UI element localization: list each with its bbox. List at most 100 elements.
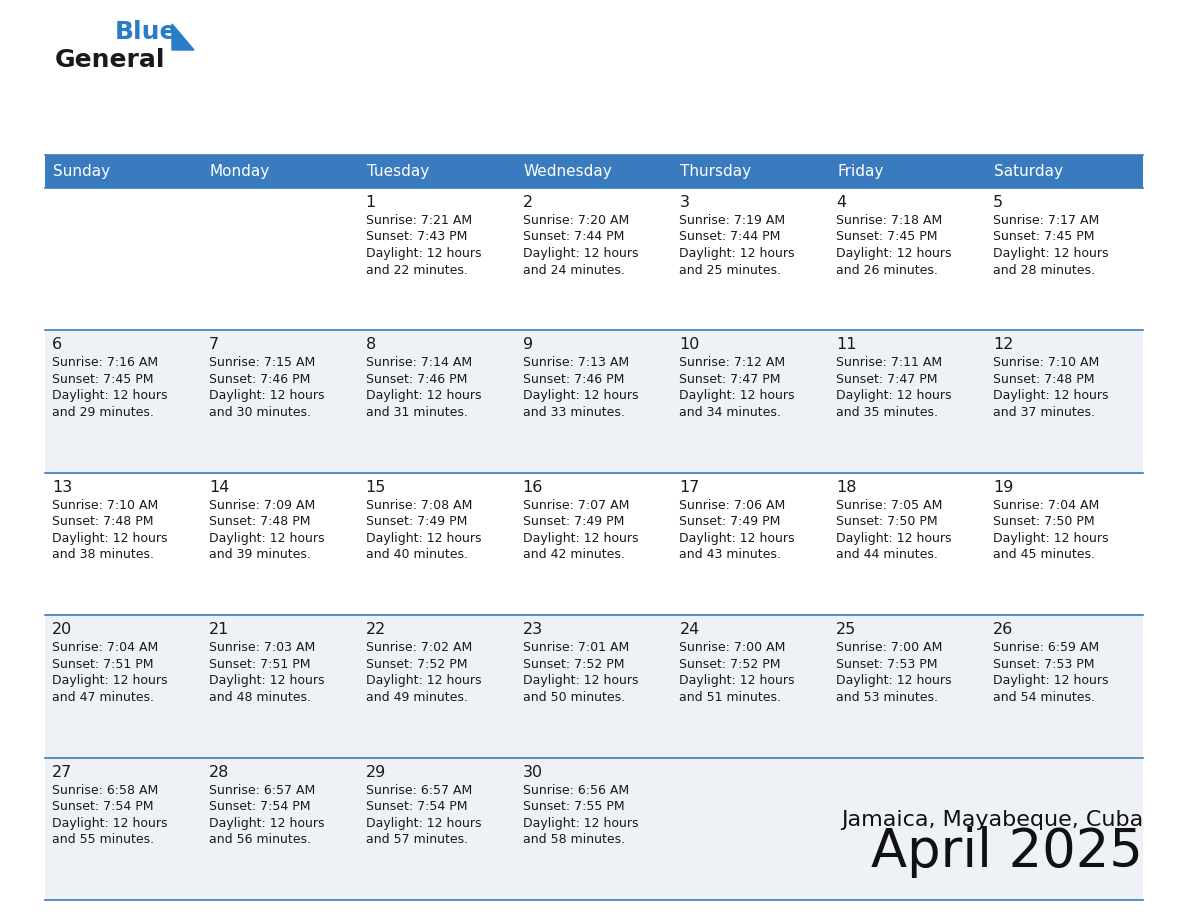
Text: 28: 28 xyxy=(209,765,229,779)
Text: 1: 1 xyxy=(366,195,375,210)
Text: Daylight: 12 hours: Daylight: 12 hours xyxy=(523,817,638,830)
Text: Sunrise: 7:11 AM: Sunrise: 7:11 AM xyxy=(836,356,942,369)
Text: Daylight: 12 hours: Daylight: 12 hours xyxy=(209,817,324,830)
Text: Daylight: 12 hours: Daylight: 12 hours xyxy=(523,389,638,402)
Text: Daylight: 12 hours: Daylight: 12 hours xyxy=(52,674,168,688)
Text: 27: 27 xyxy=(52,765,72,779)
Text: and 43 minutes.: and 43 minutes. xyxy=(680,548,782,561)
Text: Sunrise: 7:00 AM: Sunrise: 7:00 AM xyxy=(680,641,785,655)
Text: and 51 minutes.: and 51 minutes. xyxy=(680,690,782,704)
Text: Sunset: 7:54 PM: Sunset: 7:54 PM xyxy=(366,800,467,813)
Text: 8: 8 xyxy=(366,338,375,353)
Text: and 38 minutes.: and 38 minutes. xyxy=(52,548,154,561)
Text: Sunset: 7:50 PM: Sunset: 7:50 PM xyxy=(836,515,937,528)
Text: Daylight: 12 hours: Daylight: 12 hours xyxy=(52,389,168,402)
Text: Daylight: 12 hours: Daylight: 12 hours xyxy=(366,532,481,544)
Text: and 58 minutes.: and 58 minutes. xyxy=(523,834,625,846)
Text: Sunset: 7:54 PM: Sunset: 7:54 PM xyxy=(52,800,153,813)
Text: Sunset: 7:52 PM: Sunset: 7:52 PM xyxy=(523,657,624,671)
Text: Daylight: 12 hours: Daylight: 12 hours xyxy=(836,674,952,688)
Text: and 34 minutes.: and 34 minutes. xyxy=(680,406,782,419)
Text: 24: 24 xyxy=(680,622,700,637)
Text: Daylight: 12 hours: Daylight: 12 hours xyxy=(52,817,168,830)
Text: Daylight: 12 hours: Daylight: 12 hours xyxy=(209,674,324,688)
Text: 25: 25 xyxy=(836,622,857,637)
Text: 19: 19 xyxy=(993,480,1013,495)
Text: Sunrise: 7:04 AM: Sunrise: 7:04 AM xyxy=(993,498,1099,512)
Text: 15: 15 xyxy=(366,480,386,495)
Text: 5: 5 xyxy=(993,195,1004,210)
Text: Sunset: 7:49 PM: Sunset: 7:49 PM xyxy=(680,515,781,528)
Text: Daylight: 12 hours: Daylight: 12 hours xyxy=(209,532,324,544)
Text: 21: 21 xyxy=(209,622,229,637)
Text: Sunrise: 6:56 AM: Sunrise: 6:56 AM xyxy=(523,784,628,797)
Text: Friday: Friday xyxy=(838,164,884,179)
Text: Sunset: 7:46 PM: Sunset: 7:46 PM xyxy=(366,373,467,386)
Text: and 50 minutes.: and 50 minutes. xyxy=(523,690,625,704)
Text: and 55 minutes.: and 55 minutes. xyxy=(52,834,154,846)
Text: Sunset: 7:50 PM: Sunset: 7:50 PM xyxy=(993,515,1095,528)
Text: Daylight: 12 hours: Daylight: 12 hours xyxy=(523,674,638,688)
Text: and 25 minutes.: and 25 minutes. xyxy=(680,263,782,276)
Text: Sunrise: 7:10 AM: Sunrise: 7:10 AM xyxy=(993,356,1099,369)
Text: Blue: Blue xyxy=(115,20,177,44)
Text: Sunset: 7:48 PM: Sunset: 7:48 PM xyxy=(209,515,310,528)
Text: Daylight: 12 hours: Daylight: 12 hours xyxy=(52,532,168,544)
Text: Sunrise: 7:03 AM: Sunrise: 7:03 AM xyxy=(209,641,315,655)
Text: and 35 minutes.: and 35 minutes. xyxy=(836,406,939,419)
Text: 30: 30 xyxy=(523,765,543,779)
Text: and 48 minutes.: and 48 minutes. xyxy=(209,690,311,704)
Bar xyxy=(45,615,1143,757)
Text: Sunrise: 7:06 AM: Sunrise: 7:06 AM xyxy=(680,498,785,512)
Text: Daylight: 12 hours: Daylight: 12 hours xyxy=(993,532,1108,544)
Text: Sunset: 7:49 PM: Sunset: 7:49 PM xyxy=(523,515,624,528)
Text: Daylight: 12 hours: Daylight: 12 hours xyxy=(680,389,795,402)
Text: and 56 minutes.: and 56 minutes. xyxy=(209,834,311,846)
Text: Jamaica, Mayabeque, Cuba: Jamaica, Mayabeque, Cuba xyxy=(841,810,1143,830)
Text: Sunset: 7:49 PM: Sunset: 7:49 PM xyxy=(366,515,467,528)
Text: Sunrise: 7:02 AM: Sunrise: 7:02 AM xyxy=(366,641,472,655)
Bar xyxy=(45,473,1143,615)
Text: Daylight: 12 hours: Daylight: 12 hours xyxy=(680,247,795,260)
Text: and 31 minutes.: and 31 minutes. xyxy=(366,406,468,419)
Text: 6: 6 xyxy=(52,338,62,353)
Text: and 45 minutes.: and 45 minutes. xyxy=(993,548,1095,561)
Text: Sunset: 7:53 PM: Sunset: 7:53 PM xyxy=(836,657,937,671)
Text: Sunrise: 7:13 AM: Sunrise: 7:13 AM xyxy=(523,356,628,369)
Text: 12: 12 xyxy=(993,338,1013,353)
Text: Daylight: 12 hours: Daylight: 12 hours xyxy=(523,247,638,260)
Text: Sunrise: 7:12 AM: Sunrise: 7:12 AM xyxy=(680,356,785,369)
Text: Daylight: 12 hours: Daylight: 12 hours xyxy=(209,389,324,402)
Text: Sunset: 7:52 PM: Sunset: 7:52 PM xyxy=(366,657,467,671)
Bar xyxy=(45,757,1143,900)
Text: Sunset: 7:45 PM: Sunset: 7:45 PM xyxy=(993,230,1094,243)
Text: 18: 18 xyxy=(836,480,857,495)
Text: Sunset: 7:47 PM: Sunset: 7:47 PM xyxy=(680,373,781,386)
Text: 11: 11 xyxy=(836,338,857,353)
Text: Sunset: 7:53 PM: Sunset: 7:53 PM xyxy=(993,657,1094,671)
Text: Sunrise: 6:58 AM: Sunrise: 6:58 AM xyxy=(52,784,158,797)
Text: 20: 20 xyxy=(52,622,72,637)
Text: and 37 minutes.: and 37 minutes. xyxy=(993,406,1095,419)
Text: Sunrise: 7:05 AM: Sunrise: 7:05 AM xyxy=(836,498,942,512)
Text: Sunset: 7:55 PM: Sunset: 7:55 PM xyxy=(523,800,624,813)
Text: Sunrise: 7:10 AM: Sunrise: 7:10 AM xyxy=(52,498,158,512)
Text: and 26 minutes.: and 26 minutes. xyxy=(836,263,939,276)
Text: Sunset: 7:46 PM: Sunset: 7:46 PM xyxy=(209,373,310,386)
Text: 9: 9 xyxy=(523,338,532,353)
Text: General: General xyxy=(55,48,165,72)
Text: Sunset: 7:45 PM: Sunset: 7:45 PM xyxy=(52,373,153,386)
Text: and 40 minutes.: and 40 minutes. xyxy=(366,548,468,561)
Text: and 47 minutes.: and 47 minutes. xyxy=(52,690,154,704)
Text: Sunset: 7:44 PM: Sunset: 7:44 PM xyxy=(680,230,781,243)
Text: Daylight: 12 hours: Daylight: 12 hours xyxy=(993,389,1108,402)
Text: and 24 minutes.: and 24 minutes. xyxy=(523,263,625,276)
Text: 17: 17 xyxy=(680,480,700,495)
Text: Sunrise: 6:59 AM: Sunrise: 6:59 AM xyxy=(993,641,1099,655)
Text: Sunset: 7:48 PM: Sunset: 7:48 PM xyxy=(993,373,1094,386)
Text: and 57 minutes.: and 57 minutes. xyxy=(366,834,468,846)
Text: Daylight: 12 hours: Daylight: 12 hours xyxy=(993,674,1108,688)
Text: Sunrise: 7:16 AM: Sunrise: 7:16 AM xyxy=(52,356,158,369)
Text: and 22 minutes.: and 22 minutes. xyxy=(366,263,468,276)
Text: Sunrise: 7:18 AM: Sunrise: 7:18 AM xyxy=(836,214,942,227)
